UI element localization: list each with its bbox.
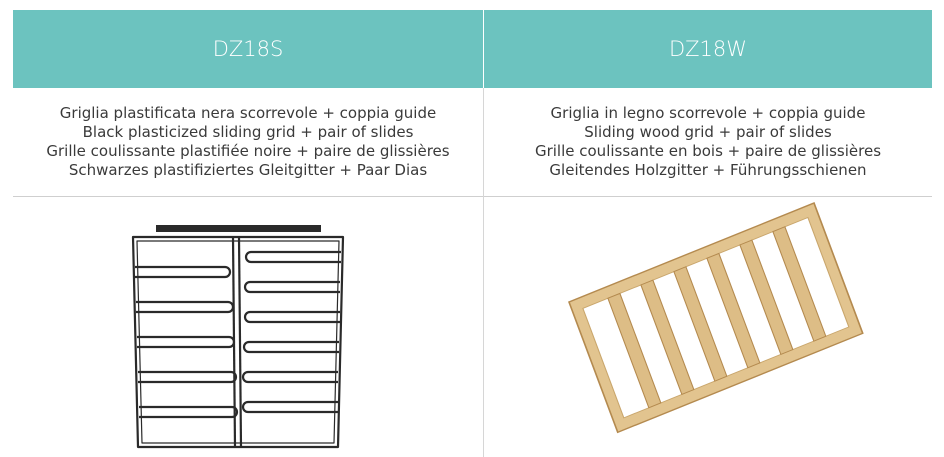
header-cell: DZ18W xyxy=(484,10,932,88)
column-divider xyxy=(483,10,484,457)
description-cell: Griglia plastificata nera scorrevole + c… xyxy=(13,88,483,197)
header-divider xyxy=(483,10,484,88)
table: DZ18S DZ18W Griglia plastificata nera sc… xyxy=(13,10,932,457)
description-line: Black plasticized sliding grid + pair of… xyxy=(82,123,414,141)
wood-grid-image xyxy=(568,202,864,434)
description-line: Grille coulissante plastifiée noire + pa… xyxy=(46,142,450,160)
header-cell: DZ18S xyxy=(13,10,483,88)
description-line: Sliding wood grid + pair of slides xyxy=(584,123,832,141)
description-cell: Griglia in legno scorrevole + coppia gui… xyxy=(484,88,932,197)
description-line: Gleitendes Holzgitter + Führungsschienen xyxy=(549,161,867,179)
description-line: Schwarzes plastifiziertes Gleitgitter + … xyxy=(68,161,428,179)
description-line: Griglia plastificata nera scorrevole + c… xyxy=(59,104,437,122)
description-line: Griglia in legno scorrevole + coppia gui… xyxy=(550,104,866,122)
description-line: Grille coulissante en bois + paire de gl… xyxy=(534,142,882,160)
wire-grid-image xyxy=(131,225,345,449)
